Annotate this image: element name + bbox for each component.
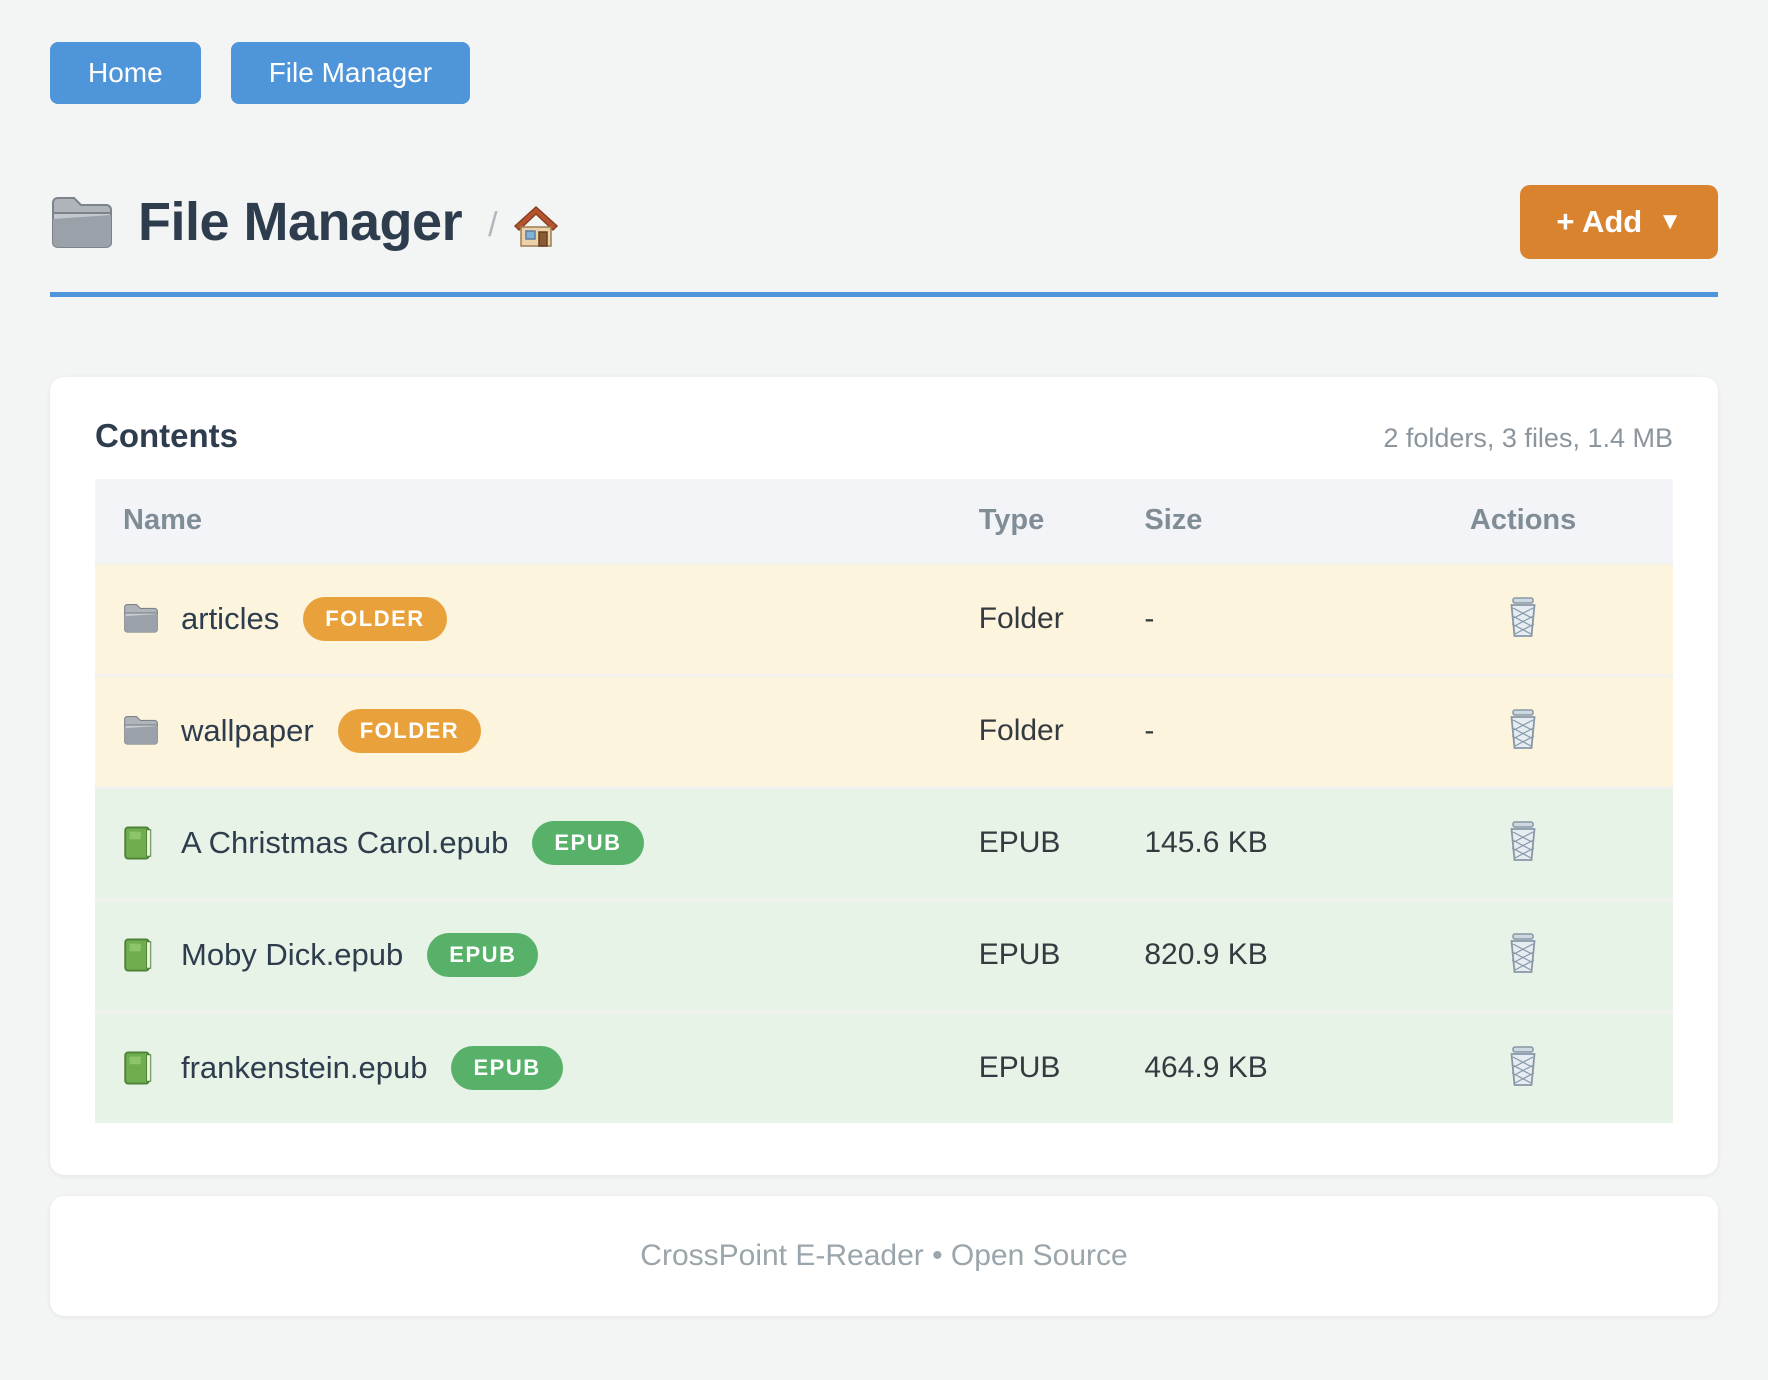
table-row: articles FOLDER Folder - [95, 561, 1673, 675]
file-type-cell: EPUB [978, 1009, 1145, 1123]
book-icon [123, 938, 159, 972]
folder-icon [52, 197, 112, 248]
column-header-type: Type [978, 479, 1145, 563]
caret-down-icon: ▼ [1658, 208, 1682, 235]
table-row: A Christmas Carol.epub EPUB EPUB 145.6 K… [95, 785, 1673, 899]
file-type-badge: FOLDER [303, 597, 447, 641]
page-header: File Manager / + Add ▼ [50, 182, 1718, 262]
trash-icon [1510, 933, 1536, 973]
file-size-cell: - [1144, 561, 1374, 675]
file-name-link[interactable]: articles [181, 601, 280, 636]
file-name-link[interactable]: frankenstein.epub [181, 1049, 428, 1085]
delete-button[interactable] [1501, 592, 1545, 642]
table-header-row: Name Type Size Actions [95, 479, 1673, 563]
file-type-badge: FOLDER [337, 709, 482, 753]
file-type-cell: EPUB [978, 785, 1145, 899]
nav-button-file-manager[interactable]: File Manager [230, 42, 471, 104]
book-icon [123, 826, 159, 860]
contents-summary: 2 folders, 3 files, 1.4 MB [1383, 423, 1673, 453]
header-divider [50, 292, 1718, 297]
column-header-name: Name [95, 479, 979, 563]
file-type-cell: Folder [978, 561, 1145, 675]
book-icon [123, 1051, 159, 1085]
file-type-cell: Folder [978, 673, 1145, 787]
file-size-cell: 464.9 KB [1144, 1009, 1374, 1123]
delete-button[interactable] [1501, 816, 1545, 866]
column-header-size: Size [1144, 479, 1374, 563]
folder-icon [123, 602, 159, 636]
top-navigation: Home File Manager [50, 42, 1718, 104]
contents-card: Contents 2 folders, 3 files, 1.4 MB Name… [50, 377, 1718, 1175]
add-button-label: + Add [1556, 204, 1643, 239]
add-button[interactable]: + Add ▼ [1520, 185, 1718, 259]
trash-icon [1510, 709, 1536, 749]
file-type-badge: EPUB [532, 821, 644, 865]
file-name-link[interactable]: A Christmas Carol.epub [181, 825, 509, 860]
footer: CrossPoint E-Reader • Open Source [50, 1196, 1718, 1316]
breadcrumb-separator: / [488, 205, 498, 244]
table-row: Moby Dick.epub EPUB EPUB 820.9 KB [95, 897, 1673, 1011]
folder-icon [123, 714, 159, 748]
table-row: wallpaper FOLDER Folder - [95, 673, 1673, 787]
file-type-badge: EPUB [451, 1045, 563, 1090]
file-type-badge: EPUB [427, 933, 539, 977]
delete-button[interactable] [1501, 704, 1545, 754]
file-size-cell: 145.6 KB [1144, 785, 1374, 899]
trash-icon [1510, 821, 1536, 861]
title-group: File Manager / [50, 191, 558, 253]
trash-icon [1510, 597, 1536, 637]
delete-button[interactable] [1501, 928, 1545, 978]
file-name-link[interactable]: wallpaper [181, 713, 314, 748]
trash-icon [1510, 1046, 1536, 1086]
file-size-cell: - [1144, 673, 1374, 787]
contents-heading: Contents [95, 417, 238, 454]
page-title: File Manager [138, 192, 463, 252]
files-table: Name Type Size Actions articles FOLDER Fold… [95, 479, 1673, 1123]
file-type-cell: EPUB [978, 897, 1145, 1011]
delete-button[interactable] [1501, 1041, 1545, 1091]
file-size-cell: 820.9 KB [1144, 897, 1374, 1011]
column-header-actions: Actions [1373, 479, 1673, 563]
nav-button-home[interactable]: Home [50, 42, 201, 104]
home-icon[interactable] [513, 205, 558, 247]
contents-card-header: Contents 2 folders, 3 files, 1.4 MB [95, 417, 1673, 455]
footer-text: CrossPoint E-Reader • Open Source [640, 1239, 1128, 1272]
table-row: frankenstein.epub EPUB EPUB 464.9 KB [95, 1009, 1673, 1123]
file-name-link[interactable]: Moby Dick.epub [181, 937, 404, 972]
